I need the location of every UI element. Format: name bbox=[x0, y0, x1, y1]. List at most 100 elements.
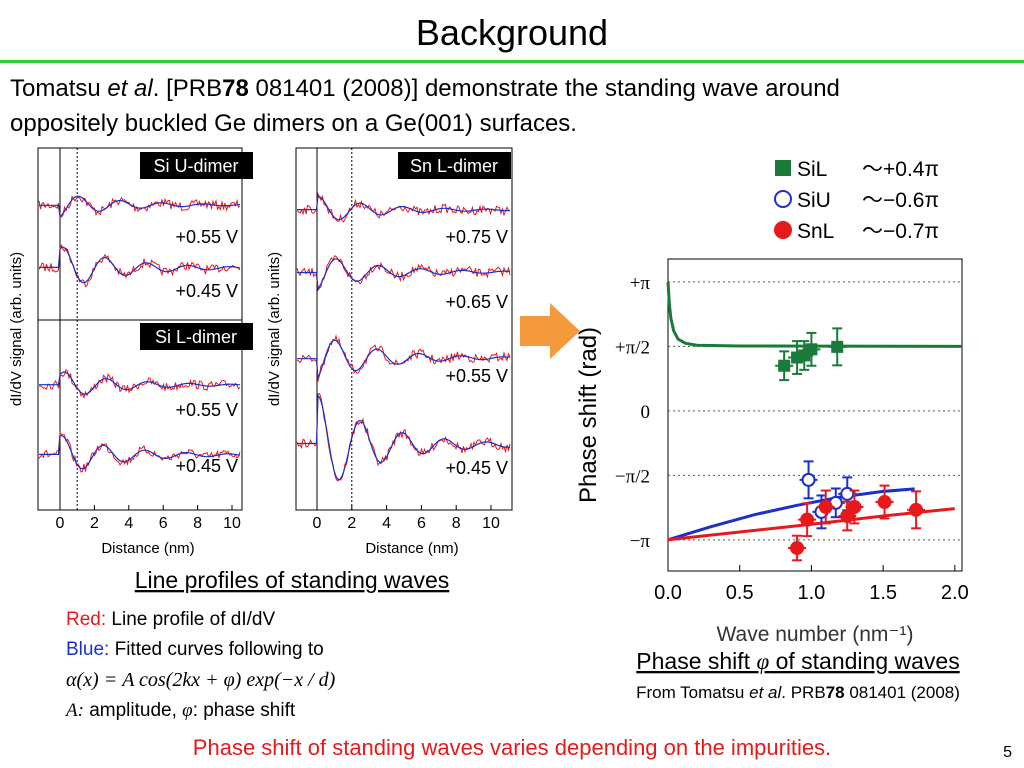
marker bbox=[790, 541, 805, 556]
legend-label: SiL bbox=[797, 158, 827, 181]
fit-trace bbox=[297, 195, 510, 221]
bias-label: +0.65 V bbox=[445, 292, 508, 312]
text: 081401 (2008)] demonstrate the standing … bbox=[249, 75, 840, 102]
marker bbox=[831, 340, 844, 353]
text: Blue: bbox=[66, 639, 109, 660]
marker bbox=[778, 359, 791, 372]
x-tick-label: 2.0 bbox=[941, 582, 969, 604]
text: . PRB bbox=[781, 683, 825, 702]
x-tick-label: 4 bbox=[382, 515, 391, 532]
text: 78 bbox=[826, 683, 845, 702]
text: Fitted curves following to bbox=[109, 639, 323, 660]
x-tick-label: 10 bbox=[482, 515, 500, 532]
marker bbox=[840, 508, 855, 523]
x-tick-label: 4 bbox=[124, 515, 133, 532]
arrow bbox=[520, 303, 580, 359]
formula: α(x) = A cos(2kx + φ) exp(−x / d) bbox=[66, 669, 336, 691]
x-tick-label: 2 bbox=[347, 515, 356, 532]
text: Tomatsu bbox=[10, 75, 107, 102]
marker bbox=[774, 221, 792, 239]
y-tick-label: +π bbox=[630, 273, 651, 294]
source: From Tomatsu et al. PRB78 081401 (2008) bbox=[636, 683, 960, 702]
text: amplitude, bbox=[84, 700, 182, 721]
note: Red: Line profile of dI/dV bbox=[66, 609, 275, 630]
profile-trace bbox=[38, 195, 241, 218]
text: et al bbox=[107, 75, 153, 102]
tag-box bbox=[140, 152, 253, 179]
text: φ bbox=[182, 700, 193, 721]
marker bbox=[847, 499, 862, 514]
marker bbox=[909, 502, 924, 517]
x-tick-label: 10 bbox=[223, 515, 241, 532]
text: of standing waves bbox=[769, 648, 960, 674]
fit-curve bbox=[667, 487, 915, 542]
y-tick-label: −π bbox=[630, 531, 651, 552]
legend-label: SiU bbox=[797, 189, 831, 212]
tag-label: Sn L-dimer bbox=[410, 156, 498, 176]
bias-label: +0.45 V bbox=[175, 456, 238, 476]
x-axis-label: Distance (nm) bbox=[101, 540, 194, 557]
x-tick-label: 8 bbox=[193, 515, 202, 532]
tag-label: Si U-dimer bbox=[153, 156, 238, 176]
bias-label: +0.75 V bbox=[445, 227, 508, 247]
text: A: bbox=[64, 700, 84, 721]
y-tick-label: +π/2 bbox=[615, 337, 650, 358]
marker bbox=[800, 512, 815, 527]
text: Red: bbox=[66, 609, 106, 630]
panel-frame bbox=[295, 147, 513, 511]
bias-label: +0.45 V bbox=[445, 458, 508, 478]
y-axis-label: Phase shift (rad) bbox=[575, 327, 602, 503]
note: Blue: Fitted curves following to bbox=[66, 639, 324, 660]
text: : phase shift bbox=[193, 700, 296, 721]
profile-trace bbox=[38, 431, 241, 473]
text: 081401 (2008) bbox=[845, 683, 960, 702]
title-rule bbox=[0, 60, 1024, 63]
tag-box bbox=[398, 152, 511, 179]
x-tick-label: 0.0 bbox=[654, 582, 682, 604]
bias-label: +0.55 V bbox=[175, 227, 238, 247]
text: Line profile of dI/dV bbox=[106, 609, 275, 630]
x-tick-label: 0 bbox=[56, 515, 65, 532]
fit-trace bbox=[39, 434, 241, 470]
y-tick-label: −π/2 bbox=[615, 466, 650, 487]
x-axis-label: Wave number (nm⁻¹) bbox=[716, 623, 913, 646]
x-tick-label: 0.5 bbox=[726, 582, 754, 604]
bias-label: +0.55 V bbox=[445, 366, 508, 386]
y-tick-label: 0 bbox=[641, 402, 651, 423]
text: . [PRB bbox=[153, 75, 222, 102]
x-tick-label: 1.0 bbox=[798, 582, 826, 604]
legend-annotation: ～−0.6π bbox=[862, 189, 939, 212]
text: et al bbox=[749, 683, 782, 702]
text: Phase shift bbox=[636, 648, 756, 674]
x-tick-label: 2 bbox=[90, 515, 99, 532]
y-axis-label: dI/dV signal (arb. units) bbox=[8, 252, 25, 406]
note: A: amplitude, φ: phase shift bbox=[64, 700, 296, 721]
tag-box bbox=[140, 323, 253, 350]
intro-line: oppositely buckled Ge dimers on a Ge(001… bbox=[10, 110, 577, 137]
marker bbox=[818, 499, 833, 514]
phase-chart: +π +π/2 0 −π/2 −π 0.0 0.5 1.0 1.5 2.0 Wave number … bbox=[575, 158, 969, 646]
legend-annotation: ～+0.4π bbox=[862, 158, 939, 181]
text: From Tomatsu bbox=[636, 683, 749, 702]
fit-trace bbox=[39, 371, 241, 395]
tag-label: Si L-dimer bbox=[155, 327, 237, 347]
text: 78 bbox=[222, 75, 249, 102]
chart-caption: Phase shift φ of standing waves bbox=[636, 648, 959, 674]
x-axis-label: Distance (nm) bbox=[365, 540, 458, 557]
footer-message: Phase shift of standing waves varies dep… bbox=[193, 735, 831, 760]
x-tick-label: 6 bbox=[159, 515, 168, 532]
fit-trace bbox=[297, 258, 511, 291]
figure-caption: Line profiles of standing waves bbox=[135, 567, 450, 593]
y-axis-label: dI/dV signal (arb. units) bbox=[266, 252, 283, 406]
fit-trace bbox=[39, 195, 241, 218]
plot-frame bbox=[667, 258, 963, 572]
legend-annotation: ～−0.7π bbox=[862, 220, 939, 243]
bias-label: +0.55 V bbox=[175, 400, 238, 420]
marker bbox=[775, 160, 791, 176]
profile-trace bbox=[296, 192, 511, 223]
fit-trace bbox=[297, 394, 511, 481]
fit-trace bbox=[297, 339, 511, 379]
fit-curve bbox=[666, 281, 963, 348]
text: φ bbox=[756, 649, 769, 674]
